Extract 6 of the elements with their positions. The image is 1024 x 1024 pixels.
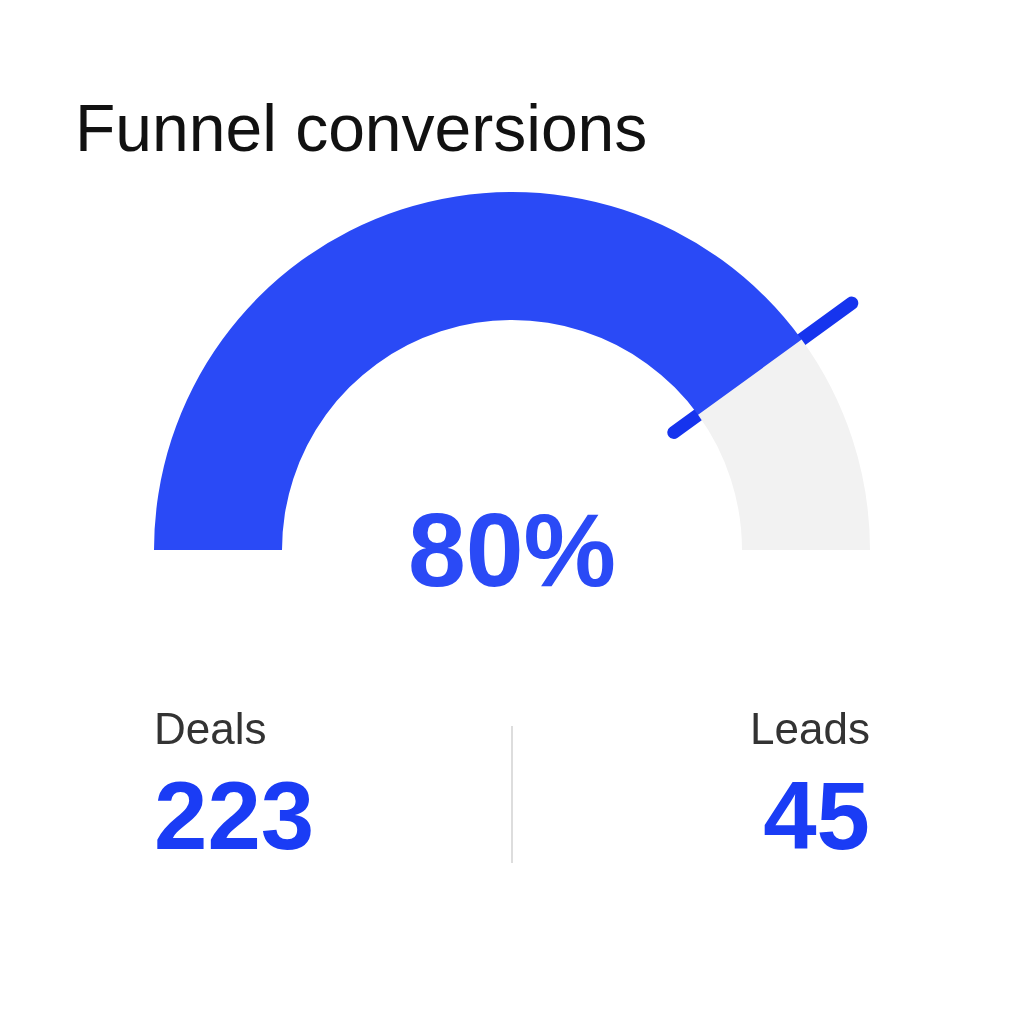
data-label: 80% <box>407 492 617 608</box>
text: Leads <box>750 703 870 753</box>
chart-title: Funnel conversions <box>75 91 648 165</box>
text: Deals <box>154 703 267 753</box>
text: 45 <box>763 761 870 869</box>
text: 223 <box>154 761 315 869</box>
